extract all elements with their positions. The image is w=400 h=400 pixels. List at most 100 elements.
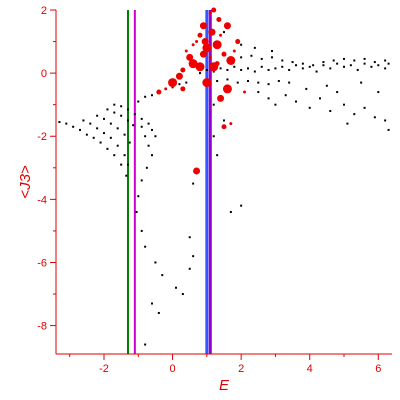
highlight-point [156, 89, 162, 95]
highlight-point [223, 22, 231, 30]
scatter-point [192, 255, 195, 258]
scatter-point [85, 133, 88, 136]
scatter-point [240, 43, 243, 46]
scatter-point [72, 125, 75, 128]
scatter-point [343, 103, 345, 106]
scatter-point [277, 80, 280, 83]
highlight-point [211, 7, 217, 13]
scatter-point [216, 154, 219, 157]
highlight-point [193, 167, 201, 175]
y-axis-title: <J3> [17, 165, 34, 199]
scatter-point [151, 94, 153, 97]
scatter-point [284, 94, 287, 97]
scatter-point [363, 57, 366, 60]
scatter-point [140, 125, 143, 128]
scatter-point [82, 119, 85, 122]
scatter-point [288, 81, 291, 84]
scatter-point [140, 179, 143, 182]
highlight-point [217, 94, 225, 102]
scatter-point [145, 166, 148, 169]
x-tick-label: -2 [99, 363, 109, 375]
scatter-point [132, 124, 135, 127]
scatter-point [353, 113, 356, 116]
scatter-point [301, 67, 304, 70]
scatter-point [188, 236, 191, 239]
scatter-point [137, 100, 140, 103]
highlight-point [168, 78, 178, 88]
scatter-point [233, 65, 236, 68]
highlight-point [216, 16, 222, 22]
scatter-point [223, 31, 225, 34]
scatter-point [109, 136, 112, 139]
scatter-point [113, 111, 116, 114]
highlight-point [219, 33, 223, 37]
scatter-point [308, 106, 311, 109]
highlight-point [164, 87, 168, 91]
scatter-point [89, 122, 92, 125]
scatter-point [257, 81, 260, 84]
scatter-point [79, 128, 81, 131]
scatter-point [260, 65, 263, 68]
scatter-point [147, 122, 150, 125]
scatter-point [171, 86, 174, 89]
scatter-point [384, 59, 387, 62]
scatter-point [301, 62, 304, 65]
scatter-point [216, 80, 219, 83]
scatter-point [329, 109, 332, 112]
scatter-point [212, 70, 215, 73]
highlight-point [184, 49, 188, 53]
scatter-point [343, 57, 345, 60]
scatter-point [144, 95, 147, 98]
y-tick-label: -8 [37, 321, 47, 333]
scatter-point [199, 72, 201, 75]
scatter-point [144, 245, 147, 248]
highlight-point [208, 55, 212, 59]
scatter-point [336, 62, 339, 65]
scatter-point [205, 68, 208, 71]
scatter-point [161, 274, 164, 277]
scatter-point [387, 128, 390, 131]
scatter-point [349, 64, 352, 67]
scatter-point [384, 67, 387, 70]
scatter-point [346, 122, 349, 125]
scatter-point [109, 122, 112, 125]
scatter-point [106, 147, 109, 150]
scatter-point [384, 119, 387, 122]
scatter-point [226, 68, 229, 71]
scatter-point [281, 59, 284, 62]
highlight-point [188, 59, 198, 69]
scatter-point [257, 91, 260, 94]
scatter-point [125, 174, 128, 177]
scatter-point [267, 97, 270, 100]
scatter-point [123, 133, 126, 136]
scatter-point [192, 182, 195, 185]
highlight-point [212, 40, 222, 50]
scatter-point [319, 97, 321, 100]
scatter-point [137, 195, 140, 198]
scatter-point [240, 68, 243, 71]
scatter-point [58, 121, 61, 124]
highlight-point [186, 53, 194, 61]
highlight-point [191, 43, 195, 47]
scatter-point [223, 119, 225, 122]
scatter-point [322, 61, 325, 64]
highlight-point [209, 62, 219, 72]
scatter-point [133, 113, 136, 116]
scatter-point [247, 67, 249, 70]
scatter-point [325, 84, 328, 87]
highlight-point [226, 55, 236, 65]
scatter-point [373, 61, 376, 64]
scatter-point [96, 114, 99, 117]
scatter-point [96, 127, 99, 130]
scatter-point [295, 100, 297, 103]
scatter-point [377, 91, 380, 94]
highlight-point [180, 86, 186, 92]
y-tick-label: -6 [37, 257, 47, 269]
scatter-point [387, 62, 390, 65]
highlight-point [229, 122, 233, 126]
scatter-point [274, 67, 277, 70]
highlight-point [195, 40, 199, 44]
scatter-point [144, 343, 147, 346]
highlight-point [197, 32, 203, 38]
